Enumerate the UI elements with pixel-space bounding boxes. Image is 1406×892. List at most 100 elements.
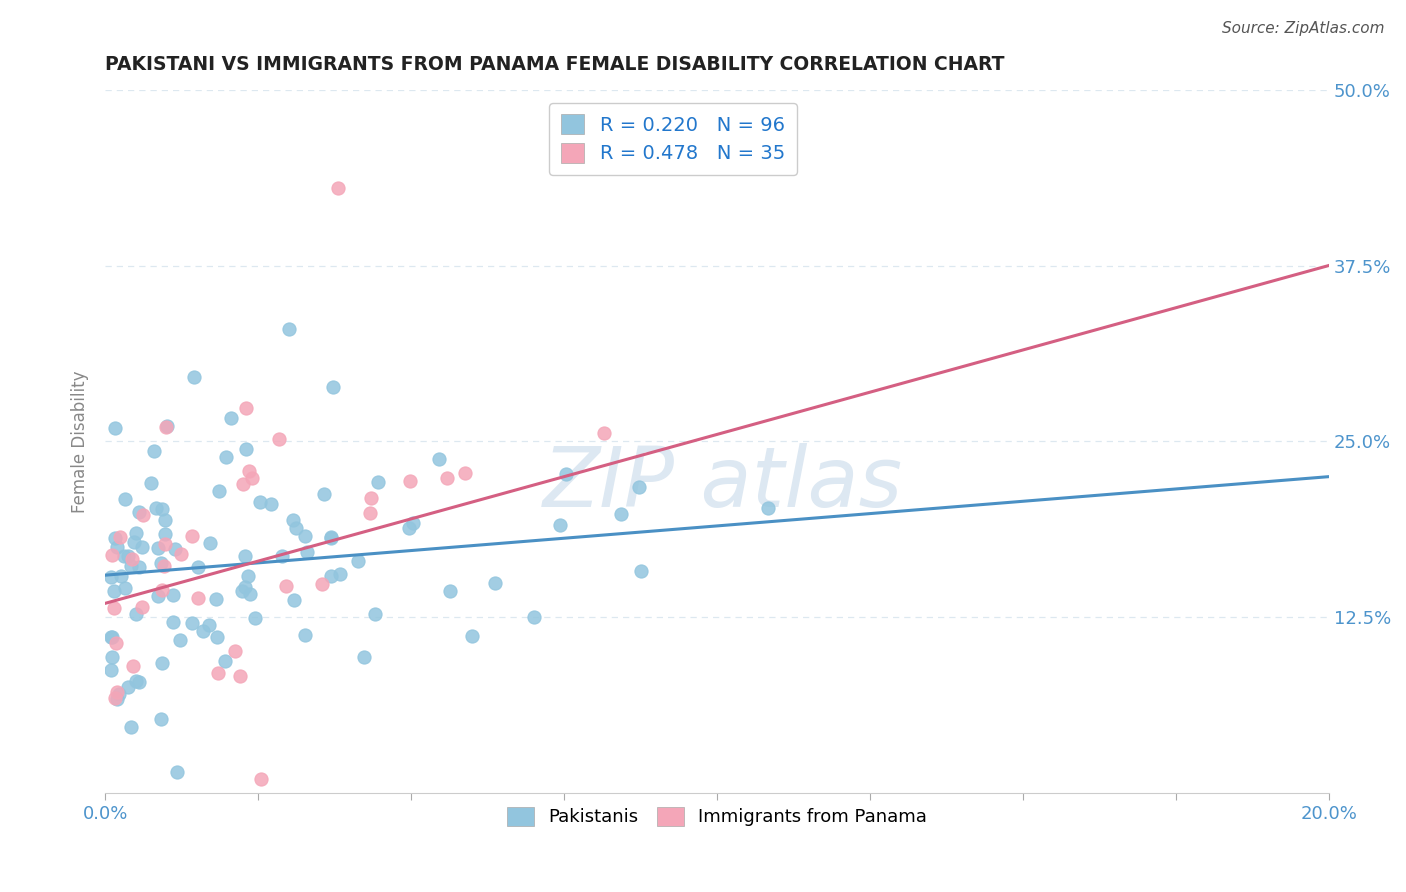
Point bbox=[114, 582, 136, 596]
Point bbox=[128, 675, 150, 690]
Point bbox=[294, 627, 316, 641]
Point bbox=[120, 559, 142, 574]
Point bbox=[484, 575, 506, 590]
Point bbox=[163, 542, 186, 557]
Point bbox=[215, 450, 238, 464]
Point bbox=[270, 549, 292, 564]
Point bbox=[312, 487, 335, 501]
Point bbox=[231, 583, 253, 598]
Point bbox=[120, 720, 142, 734]
Point bbox=[187, 560, 209, 574]
Point bbox=[235, 442, 257, 457]
Point bbox=[294, 529, 316, 543]
Point bbox=[283, 593, 305, 607]
Point bbox=[359, 507, 381, 521]
Point bbox=[593, 426, 616, 441]
Point bbox=[117, 680, 139, 694]
Point bbox=[360, 491, 382, 506]
Point bbox=[208, 483, 231, 498]
Point bbox=[187, 591, 209, 605]
Point bbox=[243, 611, 266, 625]
Point bbox=[105, 541, 128, 555]
Point bbox=[311, 577, 333, 591]
Point bbox=[125, 607, 148, 621]
Point bbox=[554, 467, 576, 482]
Point bbox=[108, 530, 131, 544]
Point bbox=[121, 551, 143, 566]
Point bbox=[204, 591, 226, 606]
Point bbox=[285, 521, 308, 535]
Point bbox=[104, 691, 127, 706]
Point bbox=[101, 630, 124, 644]
Point bbox=[180, 529, 202, 543]
Point bbox=[155, 526, 177, 541]
Point bbox=[219, 411, 242, 425]
Point bbox=[150, 656, 173, 670]
Point bbox=[319, 569, 342, 583]
Point bbox=[149, 556, 172, 570]
Point bbox=[238, 569, 260, 583]
Point bbox=[427, 451, 450, 466]
Point bbox=[110, 569, 132, 583]
Point bbox=[100, 664, 122, 678]
Point bbox=[169, 633, 191, 648]
Point bbox=[101, 649, 124, 664]
Point bbox=[100, 570, 122, 584]
Point bbox=[108, 687, 131, 701]
Text: ZIP atlas: ZIP atlas bbox=[543, 443, 903, 524]
Point bbox=[295, 545, 318, 559]
Point bbox=[146, 590, 169, 604]
Point bbox=[125, 525, 148, 540]
Point bbox=[166, 765, 188, 780]
Point bbox=[399, 474, 422, 488]
Legend: Pakistanis, Immigrants from Panama: Pakistanis, Immigrants from Panama bbox=[499, 800, 934, 834]
Point bbox=[146, 541, 169, 555]
Point bbox=[150, 502, 173, 516]
Point bbox=[122, 534, 145, 549]
Point bbox=[229, 669, 252, 683]
Point bbox=[170, 547, 193, 561]
Point bbox=[162, 588, 184, 602]
Point bbox=[103, 584, 125, 599]
Point bbox=[162, 615, 184, 630]
Point bbox=[439, 584, 461, 599]
Point bbox=[214, 654, 236, 668]
Point bbox=[180, 615, 202, 630]
Point bbox=[128, 560, 150, 574]
Point bbox=[153, 558, 176, 573]
Point bbox=[756, 500, 779, 515]
Point bbox=[155, 420, 177, 434]
Point bbox=[105, 691, 128, 706]
Point bbox=[183, 370, 205, 384]
Point bbox=[103, 601, 125, 615]
Point bbox=[150, 582, 173, 597]
Point bbox=[153, 536, 176, 550]
Point bbox=[260, 497, 283, 511]
Point bbox=[139, 476, 162, 491]
Point bbox=[321, 530, 343, 544]
Point bbox=[114, 491, 136, 506]
Point bbox=[233, 580, 256, 594]
Point bbox=[249, 495, 271, 509]
Point bbox=[277, 322, 299, 336]
Point bbox=[628, 480, 651, 494]
Point bbox=[461, 629, 484, 643]
Point bbox=[112, 549, 135, 563]
Point bbox=[117, 549, 139, 563]
Point bbox=[145, 501, 167, 516]
Point bbox=[131, 540, 153, 554]
Point bbox=[276, 579, 298, 593]
Point bbox=[238, 464, 260, 478]
Text: PAKISTANI VS IMMIGRANTS FROM PANAMA FEMALE DISABILITY CORRELATION CHART: PAKISTANI VS IMMIGRANTS FROM PANAMA FEMA… bbox=[105, 55, 1005, 74]
Point bbox=[142, 444, 165, 458]
Point bbox=[436, 471, 458, 485]
Point bbox=[132, 508, 155, 522]
Point bbox=[224, 644, 246, 658]
Point bbox=[198, 618, 221, 632]
Point bbox=[523, 610, 546, 624]
Point bbox=[630, 564, 652, 578]
Point bbox=[207, 630, 229, 644]
Point bbox=[367, 475, 389, 490]
Point bbox=[207, 665, 229, 680]
Point bbox=[398, 521, 420, 535]
